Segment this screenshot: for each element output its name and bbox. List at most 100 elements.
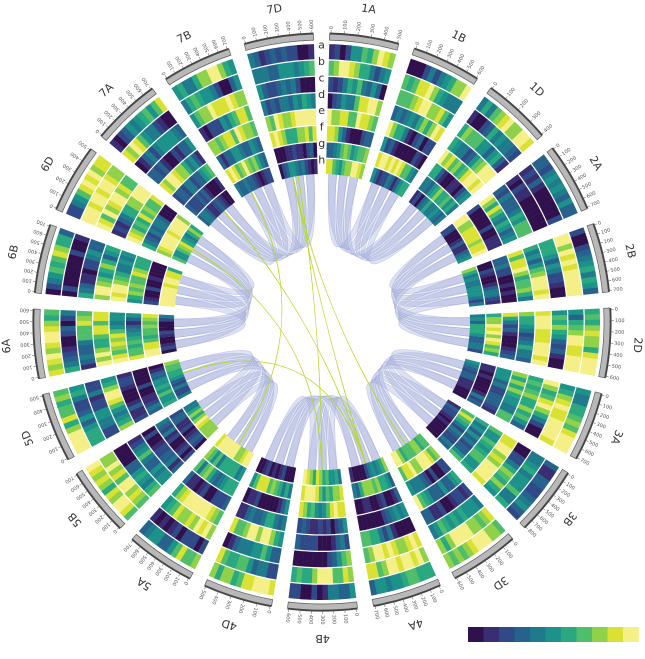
heatmap-cell-6a-e [109, 328, 126, 334]
heatmap-cell-5a-d [205, 505, 217, 522]
heatmap-cell-4a-g [357, 481, 365, 498]
heatmap-cell-6d-a [81, 178, 98, 191]
heatmap-cell-5a-f [211, 471, 224, 487]
heatmap-cell-5a-h [238, 449, 250, 464]
heatmap-cell-7d-a [285, 45, 294, 62]
heatmap-cell-1b-f [393, 141, 404, 158]
heatmap-cell-2d-e [518, 328, 535, 334]
heatmap-cell-6d-h [187, 226, 202, 239]
heatmap-cell-6a-d [93, 320, 109, 326]
heatmap-cell-7b-e [233, 127, 244, 143]
heatmap-cell-6d-a [68, 203, 85, 215]
heatmap-cell-5d-a [55, 398, 73, 409]
heatmap-cell-7b-g [227, 167, 239, 183]
heatmap-cell-5a-a [165, 539, 179, 556]
heatmap-cell-4d-b [240, 555, 250, 573]
heatmap-cell-3a-e [509, 378, 526, 388]
heatmap-cell-4b-g [318, 486, 323, 502]
heatmap-cell-5a-h [219, 437, 232, 452]
heatmap-cell-6d-b [83, 210, 100, 222]
heatmap-cell-3b-g [444, 429, 458, 443]
heatmap-cell-5d-g [152, 375, 168, 385]
heatmap-cell-3b-c [489, 475, 505, 490]
heatmap-cell-5b-d [149, 461, 164, 476]
heatmap-cell-1a-f [345, 127, 352, 144]
heatmap-cell-4a-h [379, 456, 389, 473]
heatmap-cell-7a-c [137, 156, 153, 171]
heatmap-cell-2b-f [499, 285, 516, 293]
heatmap-cell-4b-h [322, 469, 326, 486]
heatmap-cell-6a-g [142, 313, 158, 318]
heatmap-cell-6a-b [61, 345, 78, 353]
heatmap-cell-7d-d [273, 97, 282, 114]
heatmap-cell-1b-b [450, 98, 464, 115]
heatmap-cell-3d-h [392, 450, 403, 466]
heatmap-cell-1a-h [358, 163, 366, 180]
heatmap-cell-7a-e [186, 155, 200, 170]
heatmap-cell-6d-c [111, 191, 128, 204]
heatmap-cell-3b-b [529, 450, 546, 464]
heatmap-cell-6d-f [144, 234, 161, 245]
heatmap-cell-3b-b [517, 467, 534, 481]
heatmap-cell-3d-e [412, 495, 424, 511]
heatmap-cell-3d-e [442, 475, 456, 490]
heatmap-cell-3d-c [455, 506, 469, 522]
heatmap-cell-3b-d [480, 461, 496, 476]
heatmap-cell-6d-d [136, 184, 152, 198]
heatmap-cell-5a-h [232, 446, 244, 461]
heatmap-cell-7d-f [280, 129, 288, 146]
heatmap-cell-5b-d [127, 434, 143, 447]
heatmap-cell-1a-h [334, 159, 340, 175]
heatmap-cell-4d-c [245, 540, 255, 557]
heatmap-cell-6d-c [120, 178, 136, 192]
heatmap-cell-5b-d [137, 448, 153, 462]
heatmap-cell-1d-g [426, 182, 439, 197]
heatmap-cell-6b-a [46, 282, 62, 291]
heatmap-cell-5d-d [118, 419, 135, 432]
heatmap-cell-7d-b [293, 61, 300, 78]
heatmap-cell-1b-a [435, 71, 448, 88]
heatmap-cell-3a-e [502, 397, 519, 408]
tick-mark [466, 572, 468, 576]
heatmap-cell-5a-c [168, 501, 182, 517]
tick-mark [40, 243, 44, 245]
heatmap-cell-6a-d [93, 316, 109, 322]
heatmap-cell-3a-b [557, 387, 575, 398]
heatmap-cell-7b-a [226, 58, 238, 76]
heatmap-cell-7d-a [308, 44, 315, 60]
heatmap-cell-1b-d [398, 108, 409, 125]
heatmap-cell-4b-g [325, 486, 330, 502]
heatmap-cell-7d-h [277, 163, 286, 180]
heatmap-cell-7b-e [221, 132, 233, 149]
heatmap-cell-1a-b [368, 65, 377, 81]
legend-swatch [514, 627, 531, 642]
tick-mark [581, 449, 585, 451]
heatmap-cell-4b-d [308, 535, 314, 551]
heatmap-cell-7a-h [199, 211, 213, 225]
heatmap-cell-7a-h [203, 207, 217, 221]
tick-label: 0 [493, 81, 500, 87]
heatmap-cell-7d-e [285, 112, 293, 128]
heatmap-cell-2b-c [545, 262, 562, 271]
tick-label: 200 [103, 109, 114, 120]
heatmap-cell-7b-d [230, 110, 242, 127]
heatmap-cell-6b-a [58, 227, 75, 239]
heatmap-cell-2b-b [555, 237, 572, 248]
tick-label: 400 [210, 594, 219, 605]
heatmap-cell-4d-d [263, 528, 272, 545]
heatmap-cell-3b-d [489, 451, 504, 465]
heatmap-cell-6a-c [76, 310, 93, 317]
heatmap-cell-4b-f [340, 501, 347, 517]
heatmap-cell-4d-e [267, 512, 276, 529]
heatmap-cell-5d-f [136, 381, 153, 391]
heatmap-cell-7d-g [284, 145, 291, 162]
tick-mark [599, 404, 602, 406]
heatmap-cell-5b-h [200, 421, 215, 434]
heatmap-cell-2a-g [455, 216, 470, 229]
heatmap-cell-2a-e [496, 223, 512, 234]
heatmap-cell-5b-c [136, 472, 152, 487]
tick-mark [204, 587, 206, 590]
track-label-b: b [318, 55, 325, 68]
heatmap-cell-2a-g [462, 228, 478, 240]
heatmap-cell-7b-e [225, 130, 237, 147]
